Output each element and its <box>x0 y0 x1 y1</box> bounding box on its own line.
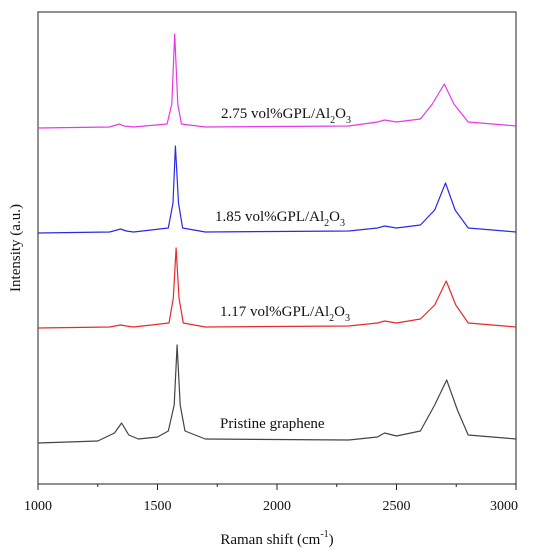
series-line-1-85-vol-gpl-al <box>37 145 517 234</box>
x-axis-title: Raman shift (cm-1) <box>220 529 333 548</box>
x-axis-title-main: Raman shift (cm <box>220 532 320 548</box>
plot-frame <box>37 11 517 485</box>
series-line-pristine-graphene <box>37 344 517 444</box>
y-axis-title: Intensity (a.u.) <box>8 204 24 292</box>
x-axis-title-close: ) <box>329 532 334 548</box>
series-line-2-75-vol-gpl-al <box>37 33 517 129</box>
x-tick-label: 1000 <box>24 499 52 514</box>
series-label-1-17-vol-gpl-al: 1.17 vol%GPL/Al2O3 <box>220 304 350 324</box>
x-tick-label: 2000 <box>263 499 291 514</box>
x-tick-label: 3000 <box>490 499 518 514</box>
series-group <box>37 33 517 444</box>
series-labels: 2.75 vol%GPL/Al2O3 1.85 vol%GPL/Al2O3 1.17… <box>215 106 351 432</box>
series-label-1-85-vol-gpl-al: 1.85 vol%GPL/Al2O3 <box>215 209 345 229</box>
x-tick-label: 2500 <box>383 499 411 514</box>
series-label-2-75-vol-gpl-al: 2.75 vol%GPL/Al2O3 <box>221 106 351 126</box>
x-axis-tick-labels: 1000 1500 2000 2500 3000 <box>24 499 518 514</box>
x-axis-title-superscript: -1 <box>320 529 328 540</box>
series-label-pristine-graphene: Pristine graphene <box>220 416 325 432</box>
x-tick-label: 1500 <box>144 499 172 514</box>
x-axis-ticks <box>37 484 517 490</box>
series-line-1-17-vol-gpl-al <box>37 247 517 329</box>
